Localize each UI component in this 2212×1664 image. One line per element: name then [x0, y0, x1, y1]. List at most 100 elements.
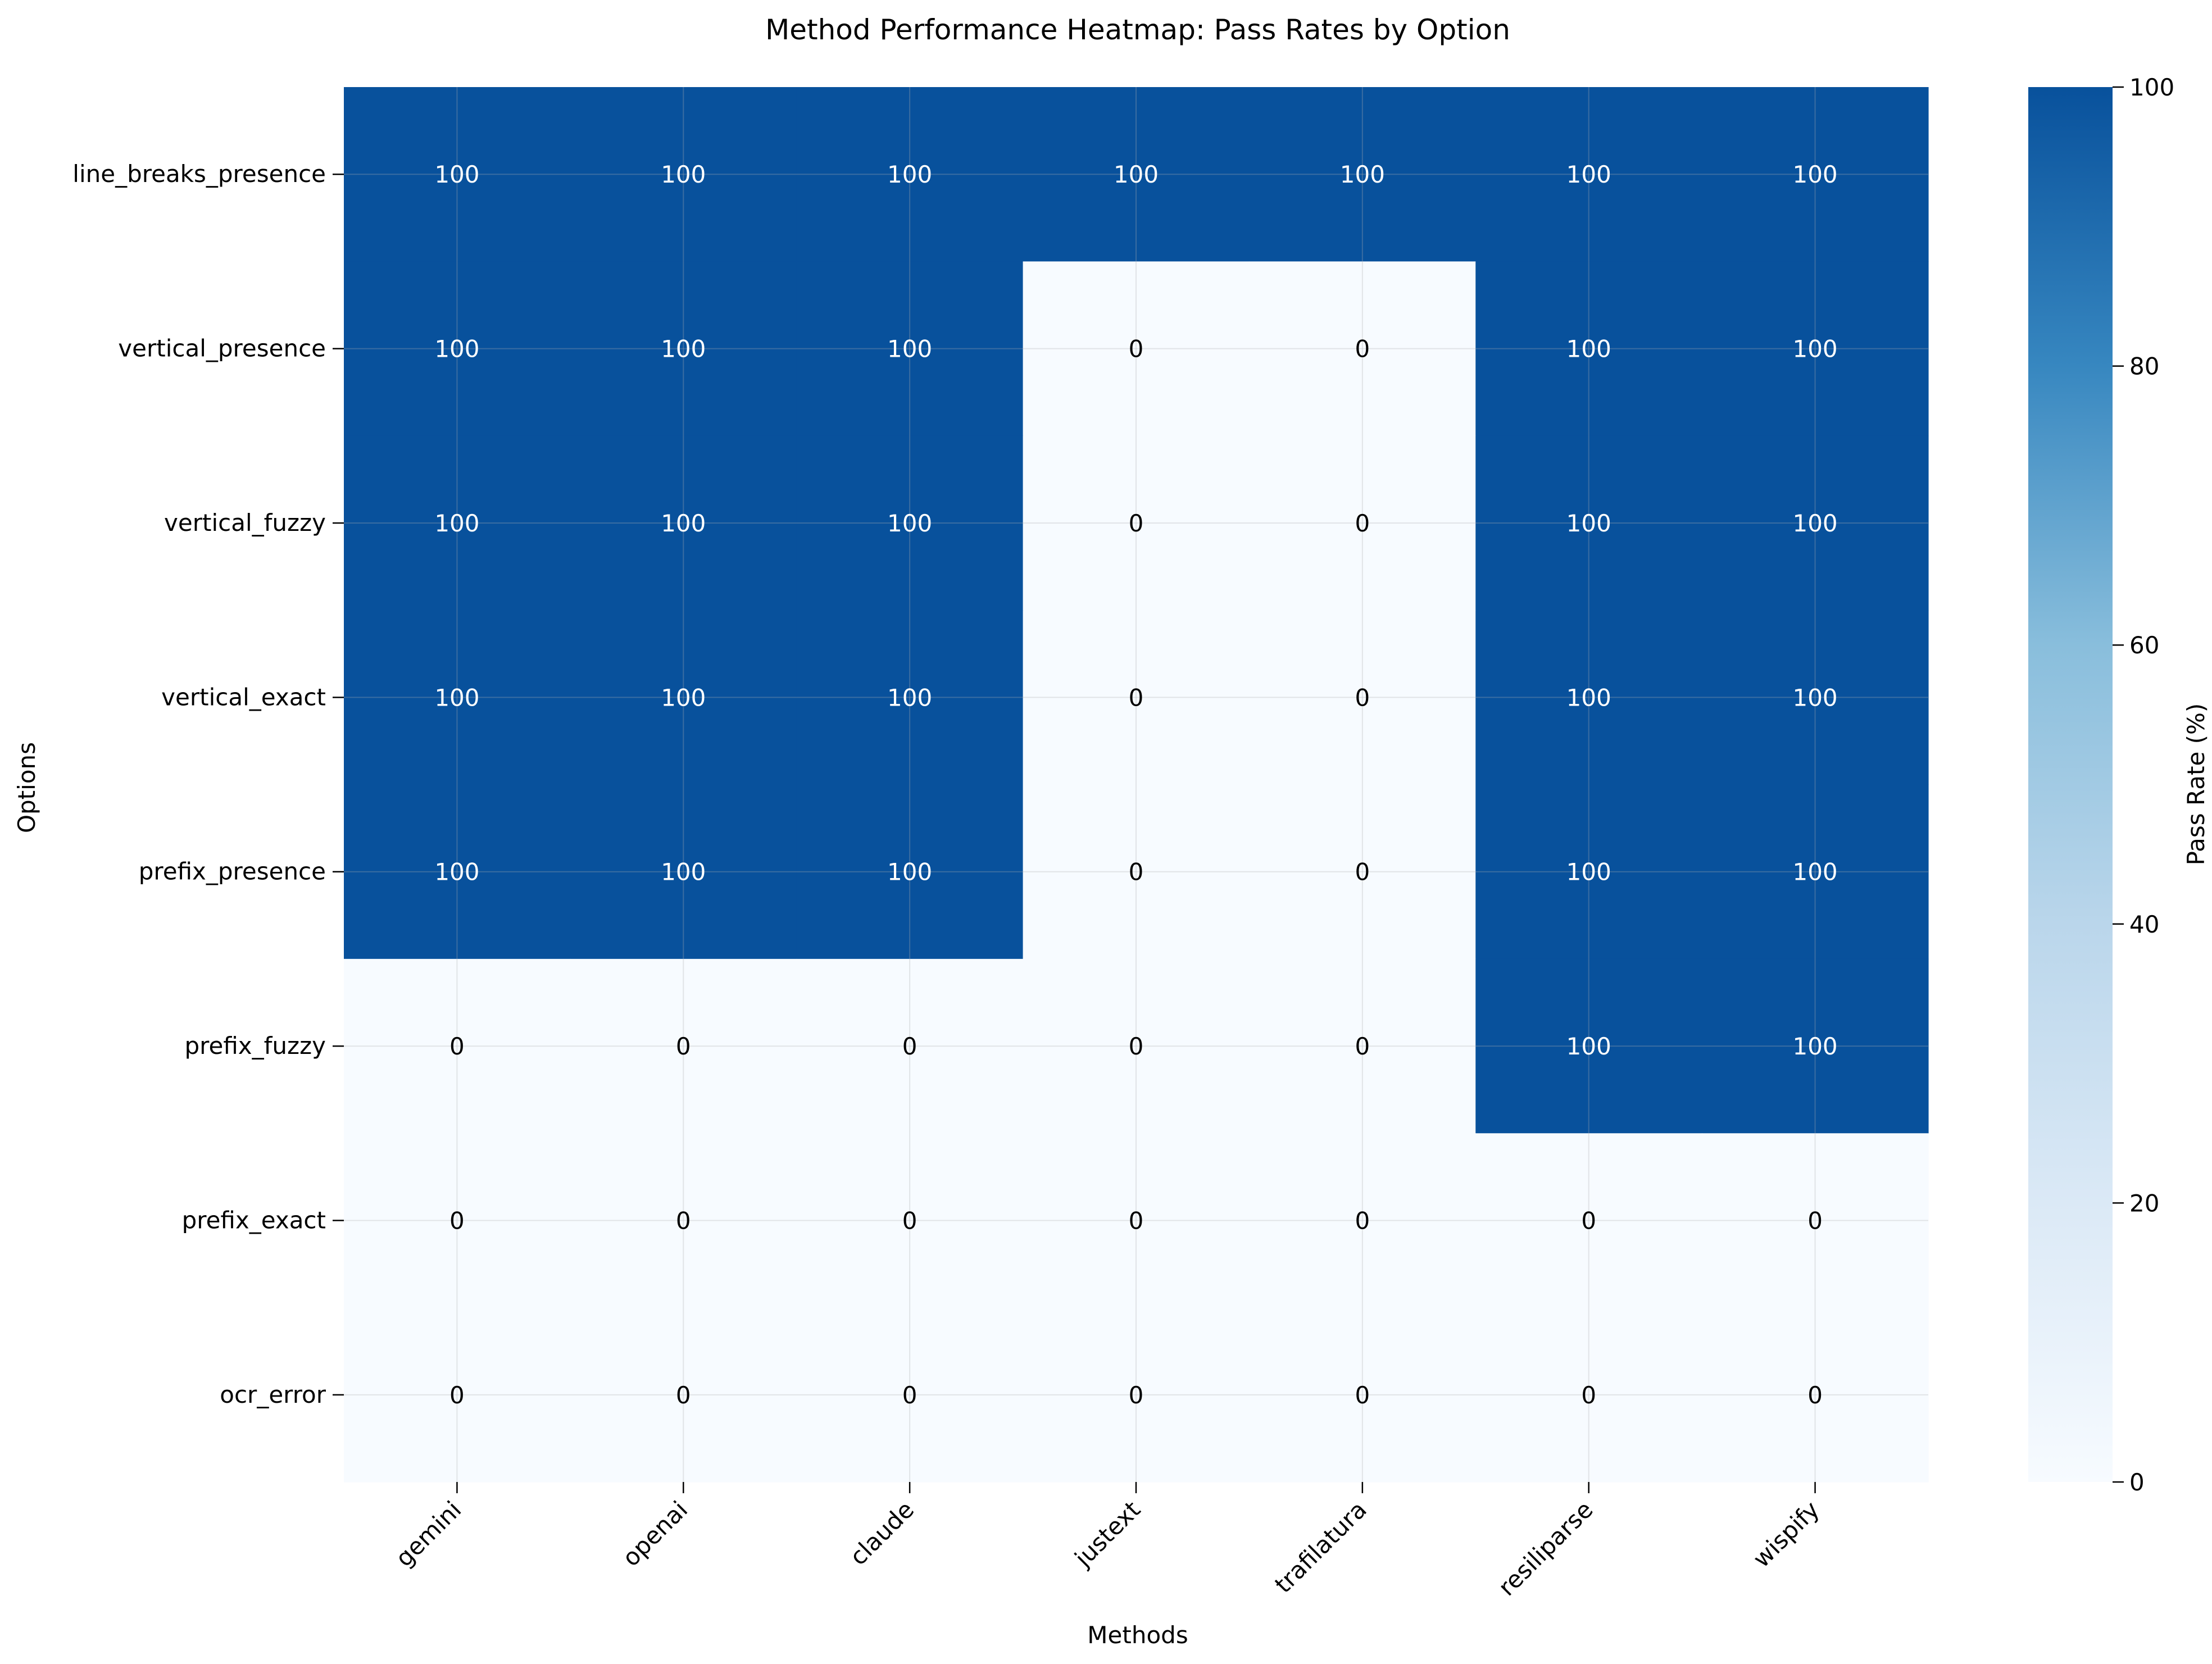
cell-value-label: 100	[1566, 335, 1611, 363]
cell-value-label: 100	[661, 335, 706, 363]
colorbar-tick-label: 80	[2129, 353, 2159, 380]
cell-value-label: 100	[887, 161, 932, 188]
cell-value-label: 0	[1581, 1207, 1596, 1234]
cell-value-label: 100	[1792, 684, 1837, 711]
colorbar-tick-label: 40	[2129, 911, 2159, 938]
cell-value-label: 100	[1792, 858, 1837, 886]
x-tick-label-openai: openai	[617, 1495, 693, 1571]
x-tick-label-gemini: gemini	[390, 1495, 466, 1572]
x-tick-label-trafilatura: trafilatura	[1269, 1495, 1372, 1598]
cell-value-label: 100	[1566, 684, 1611, 711]
y-tick-label-vertical_presence: vertical_presence	[118, 335, 326, 362]
heatmap-cell-line_breaks_presence-trafilatura	[1249, 87, 1476, 262]
heatmap-cell-prefix_presence-wispify	[1702, 784, 1929, 960]
y-tick-label-vertical_fuzzy: vertical_fuzzy	[164, 509, 326, 537]
heatmap-cell-line_breaks_presence-claude	[796, 87, 1024, 262]
heatmap-cell-ocr_error-claude	[796, 1307, 1024, 1483]
cell-value-label: 100	[887, 335, 932, 363]
cell-value-label: 100	[661, 684, 706, 711]
heatmap-cell-ocr_error-resiliparse	[1475, 1307, 1702, 1483]
heatmap-cell-prefix_exact-justext	[1023, 1133, 1250, 1308]
y-tick-label-line_breaks_presence: line_breaks_presence	[72, 160, 326, 188]
cell-value-label: 0	[449, 1207, 465, 1234]
cell-value-label: 100	[887, 684, 932, 711]
cell-value-label: 0	[1807, 1207, 1823, 1234]
cell-value-label: 0	[1129, 1207, 1144, 1234]
cell-value-label: 0	[1129, 684, 1144, 711]
heatmap-cell-prefix_presence-justext	[1023, 784, 1250, 960]
heatmap-cell-prefix_exact-openai	[570, 1133, 797, 1308]
heatmap-cell-prefix_fuzzy-justext	[1023, 958, 1250, 1134]
heatmap-cell-vertical_exact-wispify	[1702, 610, 1929, 785]
cell-value-label: 0	[1355, 1381, 1370, 1409]
cell-value-label: 0	[676, 1033, 691, 1060]
y-tick-label-prefix_presence: prefix_presence	[139, 858, 326, 885]
heatmap-cell-prefix_exact-wispify	[1702, 1133, 1929, 1308]
cell-value-label: 0	[1355, 1033, 1370, 1060]
heatmap-cell-vertical_exact-justext	[1023, 610, 1250, 785]
cell-value-label: 0	[1355, 335, 1370, 363]
cell-value-label: 100	[1566, 1033, 1611, 1060]
heatmap-cell-vertical_presence-resiliparse	[1475, 261, 1702, 437]
heatmap-cell-vertical_presence-openai	[570, 261, 797, 437]
heatmap-cell-vertical_fuzzy-claude	[796, 435, 1024, 611]
cell-value-label: 0	[1355, 1207, 1370, 1234]
colorbar-tick-label: 60	[2129, 631, 2159, 659]
cell-value-label: 0	[676, 1207, 691, 1234]
x-axis-label: Methods	[1087, 1621, 1188, 1649]
cell-value-label: 0	[902, 1207, 917, 1234]
heatmap-cell-prefix_exact-gemini	[344, 1133, 571, 1308]
heatmap-cell-vertical_fuzzy-resiliparse	[1475, 435, 1702, 611]
heatmap-cell-prefix_exact-claude	[796, 1133, 1024, 1308]
cell-value-label: 0	[902, 1381, 917, 1409]
heatmap-cell-vertical_fuzzy-justext	[1023, 435, 1250, 611]
x-tick-label-wispify: wispify	[1747, 1495, 1824, 1572]
cell-value-label: 0	[1807, 1381, 1823, 1409]
heatmap-cell-vertical_presence-wispify	[1702, 261, 1929, 437]
cell-value-label: 100	[661, 161, 706, 188]
cell-value-label: 100	[1792, 510, 1837, 537]
cell-value-label: 0	[1355, 510, 1370, 537]
heatmap-cell-line_breaks_presence-justext	[1023, 87, 1250, 262]
cell-value-label: 100	[661, 858, 706, 886]
cell-value-label: 0	[1355, 858, 1370, 886]
heatmap-cell-prefix_fuzzy-claude	[796, 958, 1024, 1134]
cell-value-label: 100	[1566, 858, 1611, 886]
heatmap-cell-vertical_presence-claude	[796, 261, 1024, 437]
heatmap-cell-line_breaks_presence-wispify	[1702, 87, 1929, 262]
heatmap-cell-prefix_exact-resiliparse	[1475, 1133, 1702, 1308]
heatmap-cell-ocr_error-openai	[570, 1307, 797, 1483]
heatmap-cell-line_breaks_presence-openai	[570, 87, 797, 262]
heatmap-cell-vertical_exact-claude	[796, 610, 1024, 785]
cell-value-label: 0	[1355, 684, 1370, 711]
heatmap-cell-prefix_fuzzy-trafilatura	[1249, 958, 1476, 1134]
heatmap-cell-line_breaks_presence-gemini	[344, 87, 571, 262]
y-tick-label-prefix_fuzzy: prefix_fuzzy	[184, 1032, 326, 1060]
cell-value-label: 100	[887, 858, 932, 886]
heatmap-cell-vertical_exact-gemini	[344, 610, 571, 785]
cell-value-label: 100	[434, 858, 479, 886]
cell-value-label: 0	[1581, 1381, 1596, 1409]
cell-value-label: 0	[1129, 1381, 1144, 1409]
cell-value-label: 100	[1340, 161, 1385, 188]
heatmap-cell-ocr_error-justext	[1023, 1307, 1250, 1483]
cell-value-label: 0	[1129, 335, 1144, 363]
heatmap-cell-vertical_presence-trafilatura	[1249, 261, 1476, 437]
cell-value-label: 100	[1114, 161, 1159, 188]
y-tick-label-vertical_exact: vertical_exact	[161, 683, 326, 711]
heatmap-cell-prefix_fuzzy-gemini	[344, 958, 571, 1134]
cell-value-label: 0	[1129, 510, 1144, 537]
colorbar-label: Pass Rate (%)	[2182, 703, 2210, 866]
cell-value-label: 0	[1129, 1033, 1144, 1060]
cell-value-label: 100	[661, 510, 706, 537]
heatmap-cell-line_breaks_presence-resiliparse	[1475, 87, 1702, 262]
heatmap-cell-prefix_presence-openai	[570, 784, 797, 960]
heatmap-cell-ocr_error-wispify	[1702, 1307, 1929, 1483]
y-tick-label-prefix_exact: prefix_exact	[182, 1206, 326, 1234]
cell-value-label: 100	[434, 161, 479, 188]
cell-value-label: 100	[887, 510, 932, 537]
cell-value-label: 100	[1566, 510, 1611, 537]
cell-value-label: 100	[1566, 161, 1611, 188]
